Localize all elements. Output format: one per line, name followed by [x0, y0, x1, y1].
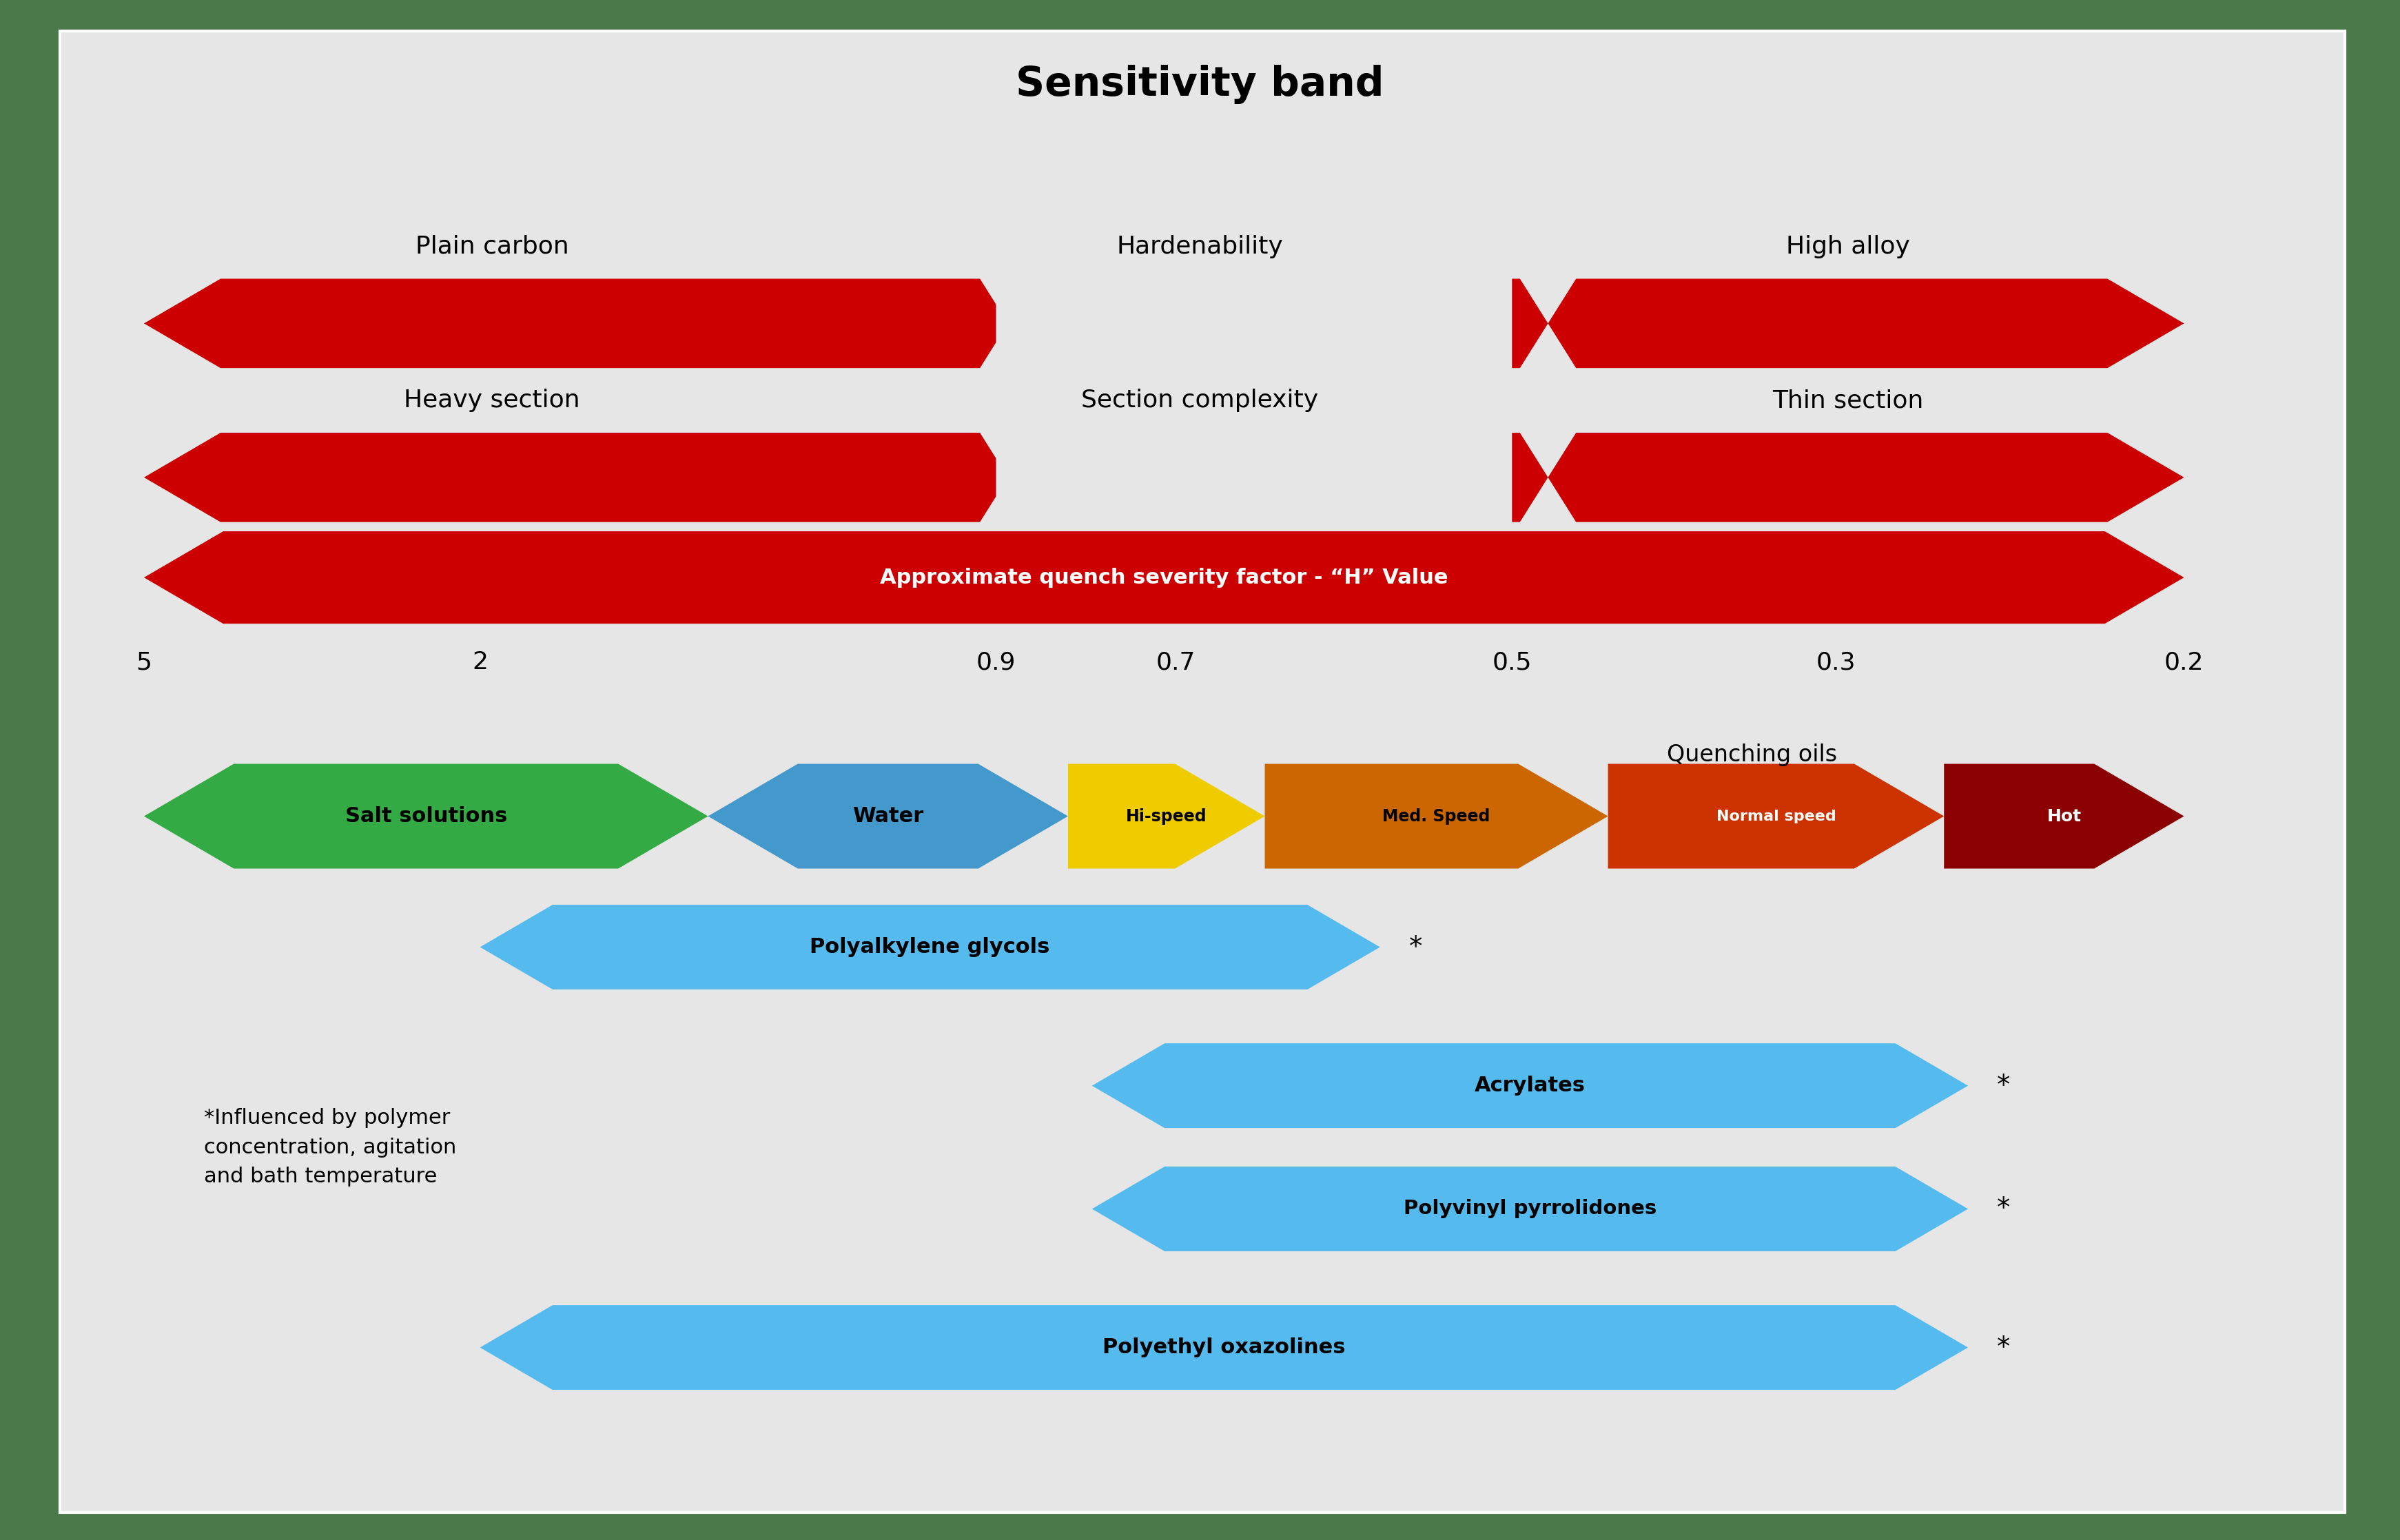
Polygon shape — [144, 279, 996, 368]
Text: Salt solutions: Salt solutions — [346, 807, 506, 825]
Text: Polyvinyl pyrrolidones: Polyvinyl pyrrolidones — [1404, 1200, 1656, 1218]
Polygon shape — [480, 904, 1380, 990]
Text: *: * — [1997, 1072, 2011, 1100]
Text: *: * — [1997, 1195, 2011, 1223]
Polygon shape — [480, 1306, 1968, 1389]
Polygon shape — [1092, 1044, 1968, 1127]
Polygon shape — [1512, 279, 2184, 368]
Text: *: * — [1409, 933, 1423, 961]
Polygon shape — [708, 764, 1068, 869]
Polygon shape — [1519, 276, 1579, 371]
Text: Acrylates: Acrylates — [1474, 1076, 1586, 1095]
Polygon shape — [144, 764, 708, 869]
Polygon shape — [979, 430, 1039, 525]
Text: Approximate quench severity factor - “H” Value: Approximate quench severity factor - “H”… — [881, 568, 1447, 587]
Text: 0.2: 0.2 — [2165, 650, 2203, 675]
Polygon shape — [144, 433, 996, 522]
Polygon shape — [1608, 764, 1944, 869]
Text: Hi-speed: Hi-speed — [1126, 808, 1207, 824]
Polygon shape — [1265, 764, 1608, 869]
Text: Polyethyl oxazolines: Polyethyl oxazolines — [1102, 1338, 1346, 1357]
Text: 2: 2 — [473, 650, 487, 675]
Text: Water: Water — [852, 807, 924, 825]
Polygon shape — [144, 531, 2184, 624]
Text: Normal speed: Normal speed — [1716, 810, 1836, 822]
Text: Plain carbon: Plain carbon — [415, 234, 569, 259]
Polygon shape — [1944, 764, 2184, 869]
FancyBboxPatch shape — [60, 31, 2345, 1512]
Text: *Influenced by polymer
concentration, agitation
and bath temperature: *Influenced by polymer concentration, ag… — [204, 1107, 456, 1187]
Text: Polyalkylene glycols: Polyalkylene glycols — [809, 938, 1051, 956]
Text: Hot: Hot — [2047, 808, 2081, 824]
Text: Med. Speed: Med. Speed — [1382, 808, 1490, 824]
Text: 0.5: 0.5 — [1493, 650, 1531, 675]
Polygon shape — [1068, 764, 1265, 869]
Text: Thin section: Thin section — [1774, 388, 1922, 413]
Polygon shape — [1512, 433, 2184, 522]
Text: High alloy: High alloy — [1786, 234, 1910, 259]
Text: Heavy section: Heavy section — [403, 388, 581, 413]
Polygon shape — [1519, 430, 1579, 525]
Polygon shape — [1092, 1167, 1968, 1250]
Text: Quenching oils: Quenching oils — [1668, 744, 1836, 765]
Polygon shape — [979, 276, 1039, 371]
Text: Hardenability: Hardenability — [1116, 234, 1284, 259]
Text: 5: 5 — [137, 650, 151, 675]
Text: 0.9: 0.9 — [977, 650, 1015, 675]
Text: *: * — [1997, 1334, 2011, 1361]
Text: Sensitivity band: Sensitivity band — [1015, 65, 1385, 105]
Text: 0.7: 0.7 — [1157, 650, 1195, 675]
Text: 0.3: 0.3 — [1817, 650, 1855, 675]
Text: Section complexity: Section complexity — [1082, 388, 1318, 413]
